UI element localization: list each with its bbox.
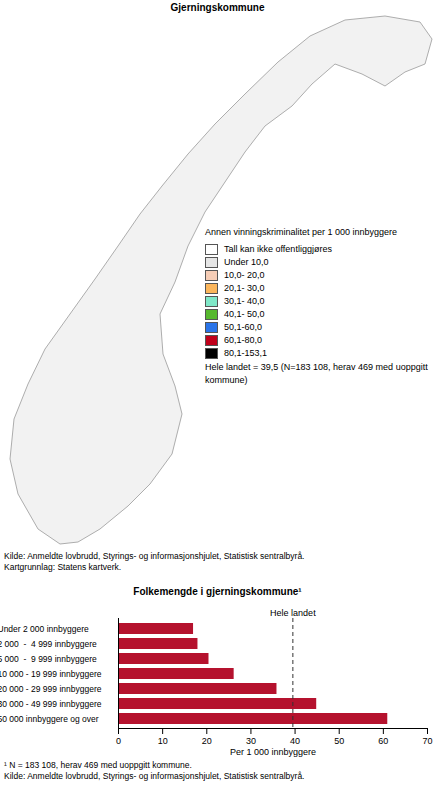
svg-text:2 000 - 4 999 innbyggere: 2 000 - 4 999 innbyggere [0,639,97,649]
svg-text:20 000 - 29 999 innbyggere: 20 000 - 29 999 innbyggere [0,684,102,694]
svg-text:60: 60 [378,736,388,746]
svg-text:50: 50 [334,736,344,746]
html-text:Kilde: Anmeldte lovbrudd, Styr: Kilde: Anmeldte lovbrudd, Styrings- og i… [4,551,305,561]
html-text:50,1-60,0: 50,1-60,0 [224,322,262,332]
html-text:Under 10,0: Under 10,0 [224,257,269,267]
html-text:Gjerningskommune: Gjerningskommune [170,2,265,13]
svg-text:70: 70 [422,736,432,746]
svg-text:5 000 - 9 999 innbyggere: 5 000 - 9 999 innbyggere [0,654,97,664]
svg-text:10 000 - 19 999 innbyggere: 10 000 - 19 999 innbyggere [0,669,102,679]
html-text:Tall kan ikke offentliggjøres: Tall kan ikke offentliggjøres [224,244,332,254]
svg-text:20: 20 [202,736,212,746]
html-text:Kilde: Anmeldte lovbrudd, Styr: Kilde: Anmeldte lovbrudd, Styrings- og i… [4,771,305,781]
html-text:Kartgrunnlag: Statens kartverk: Kartgrunnlag: Statens kartverk. [4,562,122,572]
svg-text:Per 1 000 innbyggere: Per 1 000 innbyggere [230,747,316,757]
html-text:20,1- 30,0: 20,1- 30,0 [224,283,265,293]
svg-text:0: 0 [116,736,121,746]
svg-text:50 000 innbyggere og over: 50 000 innbyggere og over [0,714,99,724]
svg-text:30 000 - 49 999 innbyggere: 30 000 - 49 999 innbyggere [0,699,102,709]
html-text:Hele landet = 39,5 (N=183 108,: Hele landet = 39,5 (N=183 108, herav 469… [205,362,428,385]
html-text:80,1-153,1: 80,1-153,1 [224,348,267,358]
html-text:40,1- 50,0: 40,1- 50,0 [224,309,265,319]
svg-text:Hele landet: Hele landet [270,608,316,618]
svg-text:Under 2 000 innbyggere: Under 2 000 innbyggere [0,624,89,634]
svg-text:30: 30 [246,736,256,746]
html-text:10,0- 20,0: 10,0- 20,0 [224,270,265,280]
html-text:Folkemengde i gjerningskommune: Folkemengde i gjerningskommune¹ [133,586,302,597]
html-text:Annen vinningskriminalitet per: Annen vinningskriminalitet per 1 000 inn… [205,227,398,237]
svg-text:10: 10 [158,736,168,746]
html-text:60,1-80,0: 60,1-80,0 [224,335,262,345]
html-text:¹ N = 183 108, herav 469 med u: ¹ N = 183 108, herav 469 med uoppgitt ko… [4,760,192,770]
svg-text:40: 40 [290,736,300,746]
html-text:30,1- 40,0: 30,1- 40,0 [224,296,265,306]
